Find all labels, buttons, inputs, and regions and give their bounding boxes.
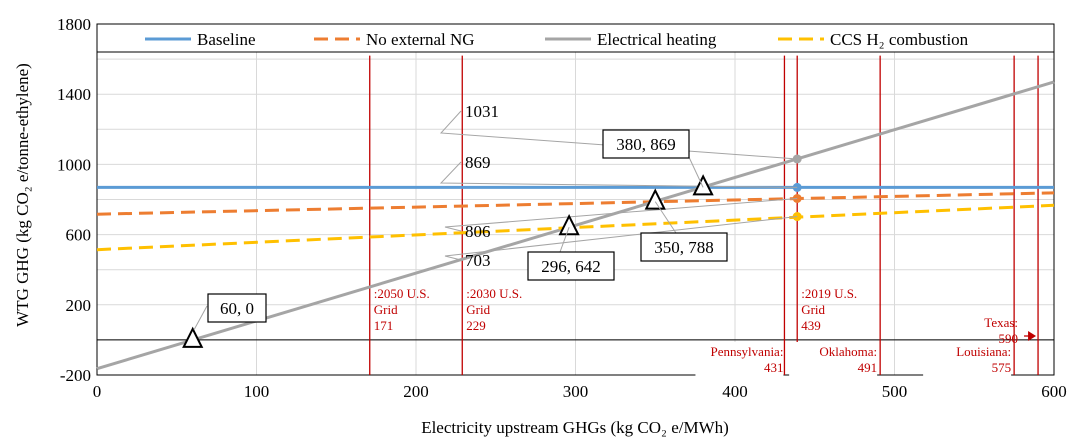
- state-marker-label: Pennsylvania:: [711, 344, 784, 359]
- intersection-leader: [559, 227, 570, 253]
- grid-marker-label: Grid: [374, 302, 398, 317]
- state-marker-label: Louisiana:: [956, 344, 1011, 359]
- state-marker-label: 491: [858, 360, 878, 375]
- y-axis-label: WTG GHG (kg CO₂ e/tonne-ethylene): [13, 63, 32, 327]
- x-axis-label: Electricity upstream GHGs (kg CO₂ e/MWh): [421, 418, 729, 437]
- grid-marker-label: 439: [801, 318, 821, 333]
- state-marker-label: 575: [992, 360, 1012, 375]
- x-tick-label: 500: [882, 382, 908, 401]
- intersection-label-box: [527, 251, 615, 281]
- state-marker-label: 431: [764, 360, 784, 375]
- state-marker-label-bg: [789, 342, 878, 376]
- data-label-leader: [439, 161, 798, 188]
- data-label-leader: [444, 197, 798, 232]
- y-tick-label: 1400: [57, 85, 91, 104]
- intersection-marker: [644, 188, 666, 210]
- intersection-leader: [193, 305, 208, 331]
- state-marker-label: Texas:: [984, 315, 1018, 330]
- axis-labels: Electricity upstream GHGs (kg CO₂ e/MWh)…: [13, 63, 729, 437]
- series-line: [96, 191, 1055, 216]
- intersection-label: 296, 642: [541, 257, 601, 276]
- x-tick-label: 300: [563, 382, 589, 401]
- x-tick-label: 100: [244, 382, 270, 401]
- legend: Baseline No external NG Electrical heating…: [96, 23, 1055, 53]
- intersection-label-box: [602, 129, 690, 159]
- y-tick-label: 200: [66, 296, 92, 315]
- y-tick-label: 1800: [57, 15, 91, 34]
- series-line: [96, 203, 1055, 252]
- intersection-marker: [182, 326, 204, 348]
- legend-label: Electrical heating: [597, 30, 717, 49]
- grid-marker-label: :2019 U.S.: [801, 286, 857, 301]
- y-tick-label: -200: [60, 366, 91, 385]
- data-label: 1031: [465, 102, 499, 121]
- grid-marker-label: Grid: [466, 302, 490, 317]
- data-label: 703: [465, 251, 491, 270]
- intersection-label: 380, 869: [616, 135, 676, 154]
- data-label: 869: [465, 153, 491, 172]
- state-marker-label-bg: [695, 342, 784, 376]
- intersection-marker: [558, 213, 580, 236]
- grid-marker-label: 171: [374, 318, 394, 333]
- y-tick-label: 600: [66, 226, 92, 245]
- grid-marker-label: 229: [466, 318, 486, 333]
- intersection-label: 350, 788: [654, 238, 714, 257]
- state-marker-label: Oklahoma:: [819, 344, 877, 359]
- x-tick-label: 400: [722, 382, 748, 401]
- intersection-label-box: [207, 293, 267, 323]
- intersection-leader: [687, 154, 704, 188]
- x-tick-label: 0: [93, 382, 102, 401]
- axis-ticks: 0 100 200 300 400 500 600 -200 200 600 1000 1400 180…: [57, 15, 1067, 401]
- intersection-label-box: [640, 232, 728, 262]
- data-label-leader: [444, 216, 798, 261]
- state-marker-label: 590: [999, 331, 1019, 346]
- grid-marker-label: :2030 U.S.: [466, 286, 522, 301]
- y-tick-label: 1000: [57, 155, 91, 174]
- grid-marker-label: :2050 U.S.: [374, 286, 430, 301]
- legend-label: No external NG: [366, 30, 475, 49]
- grid-marker-label: Grid: [801, 302, 825, 317]
- x-tick-label: 600: [1041, 382, 1067, 401]
- state-marker-label-bg: [923, 342, 1012, 376]
- intersection-marker: [692, 174, 714, 196]
- intersection-leader: [654, 201, 677, 234]
- data-label: 806: [465, 222, 491, 241]
- state-marker-arrow-head: [1028, 331, 1037, 341]
- legend-label: Baseline: [197, 30, 256, 49]
- legend-label: CCS H₂ combustion: [830, 30, 969, 49]
- data-points: 1031 869 806 703 60, 0 296, 642 350, 788 380, 8…: [182, 102, 802, 348]
- intersection-label: 60, 0: [220, 299, 254, 318]
- x-tick-label: 200: [403, 382, 429, 401]
